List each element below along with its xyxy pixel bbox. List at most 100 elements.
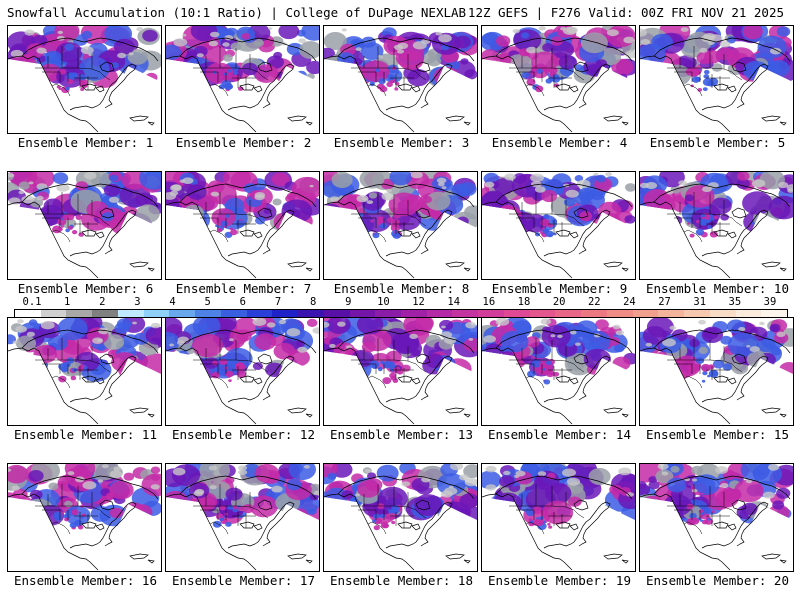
ensemble-member-label: Ensemble Member: 17 [172, 573, 315, 588]
ensemble-member-label: Ensemble Member: 8 [333, 281, 470, 296]
snowfall-field [324, 318, 477, 425]
legend-tick-label: 10 [377, 296, 390, 308]
legend-swatch [452, 310, 479, 317]
ensemble-member-label: Ensemble Member: 6 [17, 281, 154, 296]
ensemble-map-14 [481, 317, 636, 426]
legend-tick-label: 39 [763, 296, 777, 308]
legend-tick-label: 18 [517, 296, 531, 308]
ensemble-map-4 [481, 25, 636, 134]
legend-tick-label: 2 [99, 296, 106, 308]
legend-tick-label: 27 [658, 296, 671, 308]
snowfall-field [8, 464, 161, 571]
ensemble-map-17 [165, 463, 320, 572]
legend-swatch [684, 310, 710, 317]
ensemble-member-label: Ensemble Member: 13 [330, 427, 473, 442]
legend-swatch [15, 310, 41, 317]
ensemble-member-label: Ensemble Member: 3 [333, 135, 470, 150]
run-valid-time: 12Z GEFS | F276 Valid: 00Z FRI NOV 21 20… [467, 5, 784, 20]
legend-swatch [632, 310, 659, 317]
ensemble-map-5 [639, 25, 794, 134]
snowfall-field [8, 26, 161, 133]
legend-swatch [529, 310, 556, 317]
snowfall-field [166, 464, 319, 571]
legend-tick-label: 20 [552, 296, 566, 308]
legend-swatch [117, 310, 144, 317]
legend-swatch [555, 310, 582, 317]
legend-swatch [375, 310, 402, 317]
snowfall-color-legend [14, 309, 788, 318]
legend-tick-label: 31 [693, 296, 707, 308]
ensemble-map-10 [639, 171, 794, 280]
legend-tick-label: 22 [587, 296, 601, 308]
snowfall-field [166, 318, 319, 425]
legend-swatch [709, 310, 736, 317]
legend-swatch [246, 310, 273, 317]
legend-tick-label: 7 [274, 296, 282, 308]
snowfall-field [324, 464, 477, 571]
ensemble-map-20 [639, 463, 794, 572]
snowfall-field [482, 318, 635, 425]
ensemble-map-16 [7, 463, 162, 572]
legend-swatch [169, 310, 196, 317]
ensemble-member-label: Ensemble Member: 9 [491, 281, 628, 296]
legend-tick-label: 3 [134, 296, 141, 308]
ensemble-map-13 [323, 317, 478, 426]
legend-swatch [143, 310, 170, 317]
ensemble-member-label: Ensemble Member: 16 [14, 573, 157, 588]
legend-tick-label: 9 [345, 296, 352, 308]
legend-tick-label: 6 [239, 296, 247, 308]
legend-swatch [761, 310, 788, 317]
legend-tick-label: 14 [447, 296, 461, 308]
legend-swatch [66, 310, 93, 317]
legend-swatch [92, 310, 118, 317]
map-title: Snowfall Accumulation (10:1 Ratio) | Col… [7, 5, 467, 20]
ensemble-member-label: Ensemble Member: 10 [646, 281, 789, 296]
ensemble-member-label: Ensemble Member: 12 [172, 427, 315, 442]
legend-labels: 0.1 1 2 3 4 5 6 7 8 9 10 12 14 16 18 20 22 24 27 31 35 39 [14, 296, 786, 308]
legend-tick-label: 1 [63, 296, 71, 308]
legend-tick-label: 8 [309, 296, 317, 308]
ensemble-map-3 [323, 25, 478, 134]
ensemble-member-label: Ensemble Member: 2 [175, 135, 312, 150]
legend-tick-label: 5 [204, 296, 211, 308]
ensemble-map-19 [481, 463, 636, 572]
legend-tick-label: 35 [728, 296, 742, 308]
ensemble-map-8 [323, 171, 478, 280]
snowfall-field [324, 26, 477, 133]
ensemble-member-label: Ensemble Member: 19 [488, 573, 631, 588]
ensemble-member-label: Ensemble Member: 4 [491, 135, 628, 150]
snowfall-field [640, 26, 793, 133]
legend-swatch [195, 310, 221, 317]
legend-swatch [40, 310, 67, 317]
legend-swatch [658, 310, 685, 317]
ensemble-member-label: Ensemble Member: 14 [488, 427, 631, 442]
ensemble-member-label: Ensemble Member: 5 [649, 135, 786, 150]
legend-swatch [581, 310, 607, 317]
snowfall-field [324, 172, 477, 279]
ensemble-member-label: Ensemble Member: 11 [14, 427, 157, 442]
ensemble-map-2 [165, 25, 320, 134]
legend-tick-label: 0.1 [22, 296, 42, 308]
ensemble-map-11 [7, 317, 162, 426]
snowfall-field [166, 172, 319, 279]
ensemble-map-18 [323, 463, 478, 572]
ensemble-map-1 [7, 25, 162, 134]
ensemble-member-label: Ensemble Member: 1 [17, 135, 154, 150]
snowfall-field [640, 172, 793, 279]
snowfall-field [482, 26, 635, 133]
ensemble-map-6 [7, 171, 162, 280]
ensemble-map-7 [165, 171, 320, 280]
ensemble-map-9 [481, 171, 636, 280]
legend-swatch [349, 310, 376, 317]
legend-tick-label: 24 [623, 296, 636, 308]
snowfall-field [640, 318, 793, 425]
legend-swatch [401, 310, 427, 317]
ensemble-map-15 [639, 317, 794, 426]
legend-tick-label: 16 [482, 296, 496, 308]
legend-swatch [735, 310, 762, 317]
snowfall-field [482, 172, 635, 279]
ensemble-map-12 [165, 317, 320, 426]
ensemble-member-label: Ensemble Member: 7 [175, 281, 312, 296]
snowfall-field [8, 172, 161, 279]
legend-tick-label: 12 [412, 296, 425, 308]
